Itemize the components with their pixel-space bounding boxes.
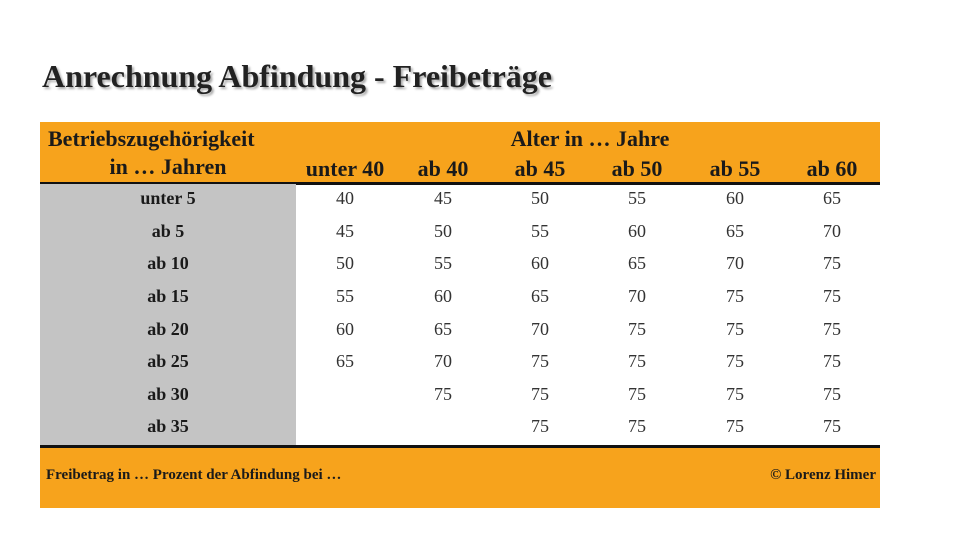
cell: 75 [628,416,646,437]
cell: 60 [628,220,646,241]
row-label-header: Betriebszugehörigkeit [48,126,255,151]
row-label: unter 5 [140,188,196,208]
cell: 45 [336,220,354,241]
cell: 75 [726,318,744,339]
row-label-header: in … Jahren [109,154,227,179]
cell: 65 [531,285,549,306]
cell: 65 [628,253,646,274]
footer-note: Freibetrag in … Prozent der Abfindung be… [46,467,342,483]
column-header: ab 40 [417,156,469,181]
cell: 55 [336,285,354,306]
cell: 75 [823,416,841,437]
row-label: ab 25 [147,351,189,372]
row-label: ab 30 [147,383,189,404]
cell: 70 [531,318,549,339]
cell: 65 [823,188,841,208]
cell: 65 [336,351,354,372]
cell: 40 [336,188,354,208]
row-label: ab 35 [147,416,189,437]
cell: 75 [823,383,841,404]
cell: 75 [726,351,744,372]
group-header: Alter in … Jahre [510,126,670,151]
cell: 55 [628,188,646,208]
row-label: ab 20 [147,318,189,339]
cell: 75 [434,383,452,404]
cell: 60 [726,188,744,208]
cell: 75 [823,318,841,339]
footer-band [40,448,880,508]
footer-credit: © Lorenz Himer [770,467,876,483]
column-header: ab 60 [806,156,858,181]
cell: 75 [531,416,549,437]
cell: 75 [823,285,841,306]
cell: 45 [434,188,452,208]
row-label: ab 10 [147,253,189,274]
table: Betriebszugehörigkeit in … Jahren Alter … [40,122,880,508]
cell: 50 [336,253,354,274]
cell: 75 [726,285,744,306]
cell: 75 [823,253,841,274]
cell: 75 [726,416,744,437]
cell: 75 [726,383,744,404]
row-label: ab 15 [147,285,189,306]
cell: 75 [531,383,549,404]
cell: 50 [434,220,452,241]
cell: 60 [434,285,452,306]
cell: 65 [434,318,452,339]
cell: 55 [531,220,549,241]
cell: 50 [531,188,549,208]
cell: 75 [823,351,841,372]
title: Anrechnung Abfindung - Freibeträge [42,58,552,94]
cell: 70 [823,220,841,241]
cell: 65 [726,220,744,241]
column-header: ab 45 [514,156,566,181]
cell: 70 [726,253,744,274]
cell: 60 [531,253,549,274]
header-rule [40,182,880,185]
column-header: ab 55 [709,156,761,181]
cell: 70 [628,285,646,306]
footer-rule [40,445,880,448]
row-label: ab 5 [151,220,185,241]
header-band [40,122,880,182]
cell: 60 [336,318,354,339]
cell: 70 [434,351,452,372]
column-header: unter 40 [305,156,385,181]
cell: 75 [628,351,646,372]
label-column [40,184,296,445]
column-header: ab 50 [611,156,663,181]
cell: 75 [628,318,646,339]
cell: 75 [531,351,549,372]
cell: 75 [628,383,646,404]
cell: 55 [434,253,452,274]
